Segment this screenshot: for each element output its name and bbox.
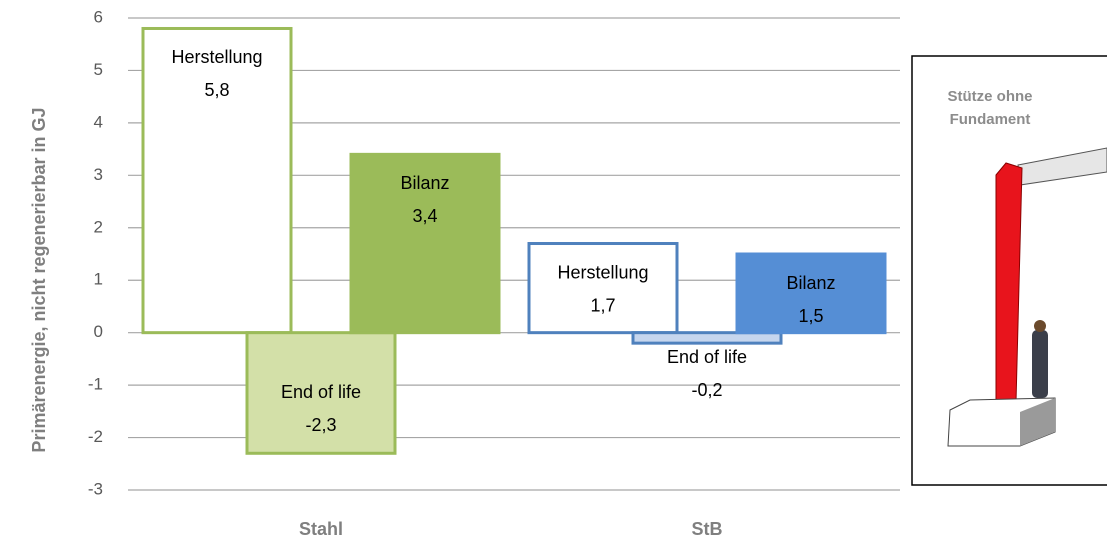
person xyxy=(1032,330,1048,398)
y-tick-label: 2 xyxy=(94,217,103,236)
chart: Primärenergie, nicht regenerierbar in GJ… xyxy=(0,0,1107,542)
page: Primärenergie, nicht regenerierbar in GJ… xyxy=(0,0,1107,542)
value-label: 1,7 xyxy=(590,295,615,315)
y-tick-label: 5 xyxy=(94,60,103,79)
value-label: -0,2 xyxy=(691,380,722,400)
person-head xyxy=(1034,320,1046,332)
y-tick-label: -1 xyxy=(88,375,103,394)
y-tick-label: -3 xyxy=(88,479,103,498)
inset: Stütze ohne Fundament xyxy=(912,56,1107,485)
y-tick-label: -2 xyxy=(88,427,103,446)
series-label: Bilanz xyxy=(400,173,449,193)
bar xyxy=(143,28,291,332)
series-label: Bilanz xyxy=(786,273,835,293)
bar xyxy=(529,244,677,333)
series-label: Herstellung xyxy=(171,47,262,67)
inset-caption: Stütze ohne Fundament xyxy=(930,85,1050,131)
value-label: 1,5 xyxy=(798,306,823,326)
y-tick-label: 3 xyxy=(94,165,103,184)
y-tick-label: 4 xyxy=(94,112,103,131)
series-label: End of life xyxy=(281,382,361,402)
bar xyxy=(633,333,781,343)
series-label: End of life xyxy=(667,347,747,367)
x-tick-label: Stahl xyxy=(299,519,343,539)
value-label: 5,8 xyxy=(204,80,229,100)
value-label: 3,4 xyxy=(412,206,437,226)
series-label: Herstellung xyxy=(557,262,648,282)
x-tick-label: StB xyxy=(692,519,723,539)
y-axis-label: Primärenergie, nicht regenerierbar in GJ xyxy=(29,107,49,452)
y-tick-label: 6 xyxy=(94,7,103,26)
value-label: -2,3 xyxy=(305,415,336,435)
y-tick-label: 1 xyxy=(94,270,103,289)
inset-caption-box: Stütze ohne Fundament xyxy=(930,85,1050,145)
y-tick-label: 0 xyxy=(94,322,103,341)
